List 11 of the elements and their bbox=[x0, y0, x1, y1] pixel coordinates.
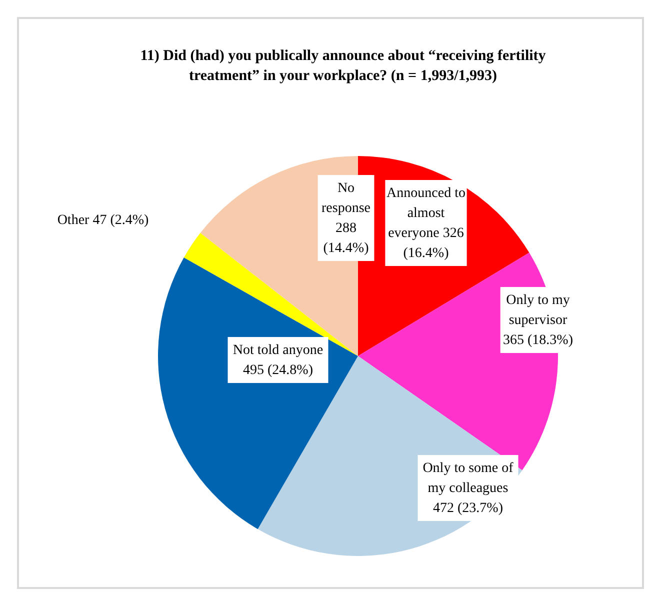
slice-label: Other 47 (2.4%) bbox=[57, 213, 150, 228]
slice-label: Announced to almost everyone 326 (16.4%) bbox=[386, 186, 466, 261]
data-label: 288 (14.4%) bbox=[323, 221, 370, 256]
slice-label: Not told anyone bbox=[232, 343, 324, 358]
data-label: 472 (23.7%) bbox=[433, 501, 504, 516]
data-label: 495 (24.8%) bbox=[243, 363, 314, 378]
chart-title: 11) Did (had) you publically announce about “receiving fertility treatment” in your workplace? (n = 1,993/1,993) bbox=[140, 48, 546, 84]
data-label: 365 (18.3%) bbox=[503, 333, 574, 348]
slice-label: No response bbox=[322, 181, 370, 216]
slice-label: Only to some of my colleagues bbox=[422, 461, 514, 496]
slice-label: Only to my supervisor bbox=[506, 293, 570, 328]
